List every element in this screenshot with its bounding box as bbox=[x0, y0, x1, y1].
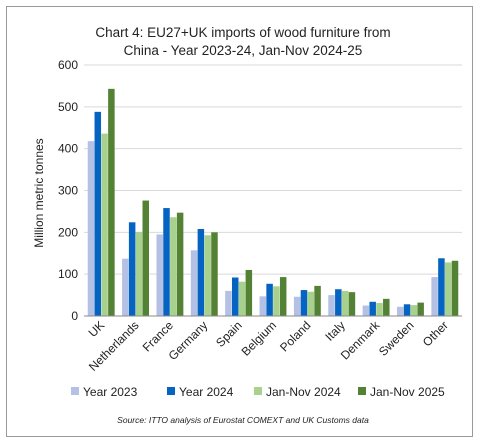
chart-title-line1: Chart 4: EU27+UK imports of wood furnitu… bbox=[95, 25, 390, 40]
bar-france-3 bbox=[170, 217, 177, 316]
bar-sweden-3 bbox=[410, 305, 418, 316]
bar-germany-3 bbox=[204, 235, 211, 316]
bar-sweden-4 bbox=[417, 302, 424, 316]
bar-belgium-4 bbox=[279, 277, 287, 316]
legend-label: Year 2024 bbox=[179, 385, 234, 399]
y-tick-label: 100 bbox=[58, 267, 78, 281]
legend-swatch bbox=[167, 387, 175, 395]
x-tick-label: Spain bbox=[213, 318, 245, 350]
bar-germany-1 bbox=[190, 250, 198, 316]
bar-denmark-3 bbox=[376, 303, 383, 316]
x-tick-label: Sweden bbox=[376, 318, 417, 359]
bar-denmark-4 bbox=[383, 298, 390, 316]
source-note: Source: ITTO analysis of Eurostat COMEXT… bbox=[117, 415, 369, 425]
bar-italy-3 bbox=[341, 290, 349, 316]
y-axis-label: Million metric tonnes bbox=[32, 138, 46, 247]
bar-france-4 bbox=[176, 212, 184, 316]
bar-italy-1 bbox=[328, 295, 335, 316]
bar-denmark-2 bbox=[369, 301, 376, 316]
bar-other-2 bbox=[438, 258, 445, 316]
x-tick-label: UK bbox=[86, 318, 108, 340]
legend: Year 2023 Year 2024 Jan-Nov 2024 Jan-Nov 20… bbox=[71, 385, 445, 399]
x-tick-label: Poland bbox=[277, 318, 313, 354]
bar-uk-2 bbox=[94, 111, 102, 316]
y-tick-label: 600 bbox=[58, 58, 78, 72]
bar-germany-4 bbox=[211, 232, 218, 316]
bar-netherlands-1 bbox=[122, 258, 129, 316]
bar-spain-1 bbox=[225, 290, 232, 316]
bar-poland-2 bbox=[300, 290, 308, 316]
bar-poland-1 bbox=[293, 296, 301, 316]
x-tick-label: Other bbox=[420, 318, 451, 349]
bar-chart: Chart 4: EU27+UK imports of wood furnitu… bbox=[32, 25, 462, 425]
bar-uk-3 bbox=[101, 133, 108, 316]
bar-netherlands-2 bbox=[128, 222, 136, 316]
bar-netherlands-4 bbox=[142, 200, 149, 316]
chart-title-line2: China - Year 2023-24, Jan-Nov 2024-25 bbox=[124, 43, 363, 58]
legend-swatch bbox=[358, 387, 366, 395]
bar-italy-2 bbox=[335, 289, 342, 316]
bar-belgium-1 bbox=[259, 296, 267, 316]
x-tick-label: Denmark bbox=[338, 318, 383, 363]
legend-swatch bbox=[254, 387, 262, 395]
bar-italy-4 bbox=[348, 292, 356, 316]
bar-france-2 bbox=[163, 208, 170, 316]
y-tick-label: 0 bbox=[71, 309, 78, 323]
bars bbox=[87, 88, 459, 316]
bar-belgium-2 bbox=[266, 283, 273, 316]
bar-netherlands-3 bbox=[135, 231, 143, 316]
bar-spain-2 bbox=[231, 277, 239, 316]
y-tick-label: 400 bbox=[58, 142, 78, 156]
bar-uk-1 bbox=[87, 141, 95, 316]
bar-sweden-1 bbox=[397, 306, 404, 316]
chart-frame: Chart 4: EU27+UK imports of wood furnitu… bbox=[6, 6, 473, 437]
bar-germany-2 bbox=[197, 228, 205, 316]
legend-label: Jan-Nov 2025 bbox=[370, 385, 445, 399]
bar-uk-4 bbox=[108, 88, 115, 316]
bar-poland-3 bbox=[307, 291, 315, 316]
legend-swatch bbox=[71, 387, 79, 395]
bar-sweden-2 bbox=[403, 304, 411, 316]
bar-spain-4 bbox=[245, 269, 253, 316]
y-tick-labels: 0 100 200 300 400 500 600 bbox=[58, 58, 78, 323]
bar-other-4 bbox=[451, 260, 459, 316]
bar-spain-3 bbox=[238, 281, 246, 316]
bar-other-1 bbox=[431, 277, 438, 316]
legend-label: Jan-Nov 2024 bbox=[266, 385, 341, 399]
legend-label: Year 2023 bbox=[83, 385, 138, 399]
y-tick-label: 300 bbox=[58, 184, 78, 198]
x-tick-label: Belgium bbox=[239, 318, 280, 359]
bar-belgium-3 bbox=[273, 286, 280, 316]
bar-france-1 bbox=[156, 234, 163, 316]
y-tick-label: 200 bbox=[58, 225, 78, 239]
x-tick-label: Italy bbox=[322, 318, 347, 343]
bar-poland-4 bbox=[314, 285, 321, 316]
bar-other-3 bbox=[444, 262, 452, 316]
y-tick-label: 500 bbox=[58, 100, 78, 114]
bar-denmark-1 bbox=[362, 305, 370, 316]
